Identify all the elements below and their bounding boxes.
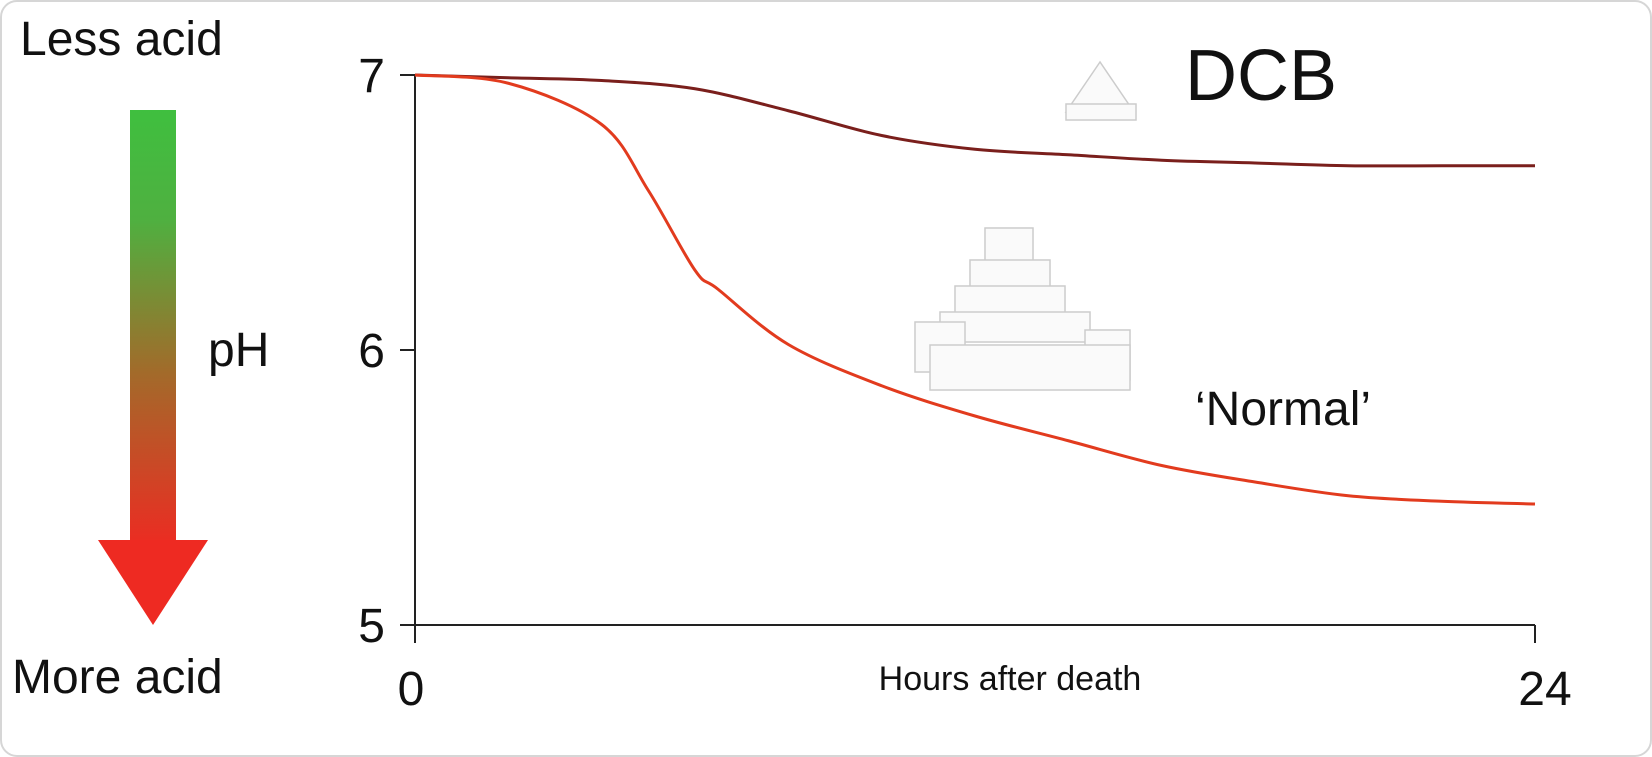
frame bbox=[1, 1, 1651, 756]
series-label: ‘Normal’ bbox=[1195, 383, 1371, 436]
x-axis-label: Hours after death bbox=[879, 660, 1142, 698]
page: Less acid More acid pH Hours after death… bbox=[0, 0, 1652, 757]
y-tick-label: 5 bbox=[358, 600, 385, 653]
y-tick-label: 7 bbox=[358, 50, 385, 103]
y-axis-label: pH bbox=[208, 324, 269, 377]
top-label: Less acid bbox=[20, 13, 223, 66]
x-tick-label: 24 bbox=[1518, 663, 1571, 716]
chart: Less acid More acid pH Hours after death… bbox=[0, 0, 1652, 757]
bottom-label: More acid bbox=[12, 651, 223, 704]
x-tick-label: 0 bbox=[398, 663, 425, 716]
y-tick-label: 6 bbox=[358, 325, 385, 378]
series-label: DCB bbox=[1185, 36, 1337, 116]
ph-arrow-shaft bbox=[130, 110, 176, 550]
